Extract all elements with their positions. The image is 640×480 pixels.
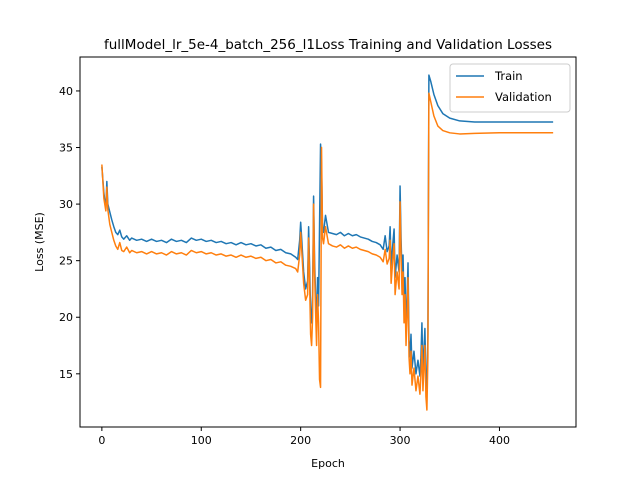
- x-axis: 0 100 200 300 400: [98, 427, 510, 447]
- series-layer: [101, 74, 554, 411]
- x-tick-label: 200: [290, 434, 311, 447]
- y-tick-label: 30: [59, 198, 73, 211]
- legend-label-validation: Validation: [495, 90, 552, 104]
- y-tick-label: 20: [59, 311, 73, 324]
- plot-frame: [79, 56, 577, 428]
- series-line-validation: [101, 92, 554, 411]
- x-tick-label: 0: [98, 434, 105, 447]
- x-tick-label: 100: [191, 434, 212, 447]
- x-tick-label: 300: [390, 434, 411, 447]
- y-tick-label: 15: [59, 368, 73, 381]
- legend: Train Validation: [449, 63, 571, 113]
- y-axis: 15 20 25 30 35 40: [59, 85, 80, 381]
- plot-area: [79, 56, 577, 428]
- y-tick-label: 35: [59, 142, 73, 155]
- x-tick-label: 400: [489, 434, 510, 447]
- y-tick-label: 40: [59, 85, 73, 98]
- legend-label-train: Train: [494, 69, 523, 83]
- chart-title: fullModel_lr_5e-4_batch_256_l1Loss Train…: [104, 37, 552, 53]
- x-axis-label: Epoch: [311, 457, 345, 470]
- y-axis-label: Loss (MSE): [33, 212, 46, 272]
- y-tick-label: 25: [59, 255, 73, 268]
